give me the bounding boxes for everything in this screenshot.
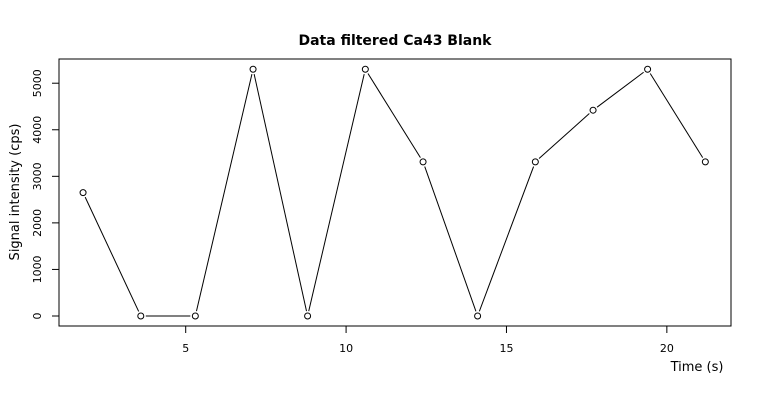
- y-tick-label: 2000: [31, 209, 44, 237]
- data-point: [701, 158, 709, 166]
- data-point: [361, 65, 369, 73]
- x-tick-label: 15: [499, 342, 513, 355]
- series-line-segment: [84, 196, 140, 312]
- data-point: [304, 312, 312, 320]
- series-line-segment: [424, 166, 477, 312]
- x-tick-label: 5: [182, 342, 189, 355]
- plot-frame: [58, 58, 732, 327]
- data-point: [191, 312, 199, 320]
- y-axis: 0 1000 2000 3000 4000 5000: [31, 69, 59, 319]
- data-point: [474, 312, 482, 320]
- y-tick-label: 5000: [31, 69, 44, 97]
- x-tick-label: 10: [339, 342, 353, 355]
- series-line-segment: [538, 113, 590, 159]
- data-point: [531, 158, 539, 166]
- y-tick-label: 0: [31, 312, 44, 319]
- x-axis: 5 10 15 20: [182, 326, 674, 355]
- data-point: [419, 158, 427, 166]
- y-tick-label: 3000: [31, 162, 44, 190]
- series-line-segment: [478, 166, 535, 312]
- y-tick-label: 1000: [31, 255, 44, 283]
- data-point: [589, 106, 597, 114]
- series-line-segment: [649, 73, 704, 158]
- data-point: [79, 189, 87, 197]
- series-line-segment: [367, 73, 421, 158]
- series-layer: [79, 65, 709, 320]
- x-axis-label: Time (s): [670, 360, 724, 375]
- y-tick-label: 4000: [31, 116, 44, 144]
- chart-title: Data filtered Ca43 Blank: [298, 33, 492, 49]
- series-line-segment: [308, 73, 365, 312]
- series-line-segment: [195, 73, 253, 312]
- data-point: [249, 65, 257, 73]
- series-line-segment: [253, 74, 308, 312]
- data-point: [137, 312, 145, 320]
- series-line-segment: [596, 71, 644, 108]
- x-tick-label: 20: [660, 342, 674, 355]
- data-point: [644, 65, 652, 73]
- y-axis-label: Signal intensity (cps): [8, 124, 23, 261]
